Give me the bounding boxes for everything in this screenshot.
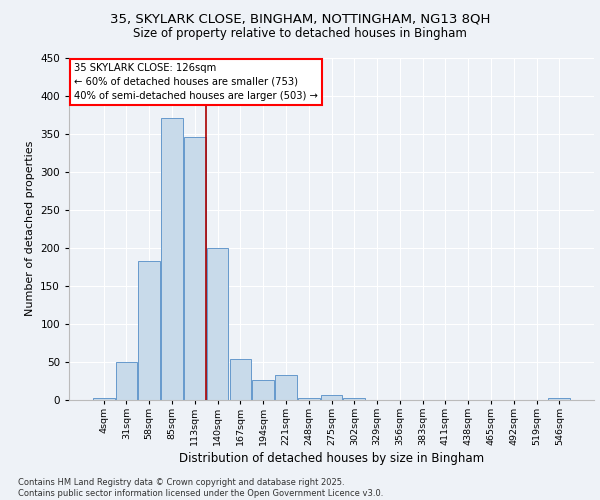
Bar <box>298 398 320 400</box>
Bar <box>116 362 137 400</box>
Text: 35 SKYLARK CLOSE: 126sqm
← 60% of detached houses are smaller (753)
40% of semi-: 35 SKYLARK CLOSE: 126sqm ← 60% of detach… <box>74 62 318 100</box>
Text: 35, SKYLARK CLOSE, BINGHAM, NOTTINGHAM, NG13 8QH: 35, SKYLARK CLOSE, BINGHAM, NOTTINGHAM, … <box>110 12 490 26</box>
Bar <box>343 398 365 400</box>
Bar <box>230 359 251 400</box>
Bar <box>548 398 570 400</box>
Bar <box>275 375 297 400</box>
Bar <box>139 260 160 400</box>
Y-axis label: Number of detached properties: Number of detached properties <box>25 141 35 316</box>
Bar <box>320 396 343 400</box>
Bar <box>184 138 206 400</box>
Bar <box>161 118 183 400</box>
Bar <box>93 398 115 400</box>
Text: Size of property relative to detached houses in Bingham: Size of property relative to detached ho… <box>133 28 467 40</box>
Text: Contains HM Land Registry data © Crown copyright and database right 2025.
Contai: Contains HM Land Registry data © Crown c… <box>18 478 383 498</box>
Bar <box>253 380 274 400</box>
X-axis label: Distribution of detached houses by size in Bingham: Distribution of detached houses by size … <box>179 452 484 466</box>
Bar <box>207 248 229 400</box>
